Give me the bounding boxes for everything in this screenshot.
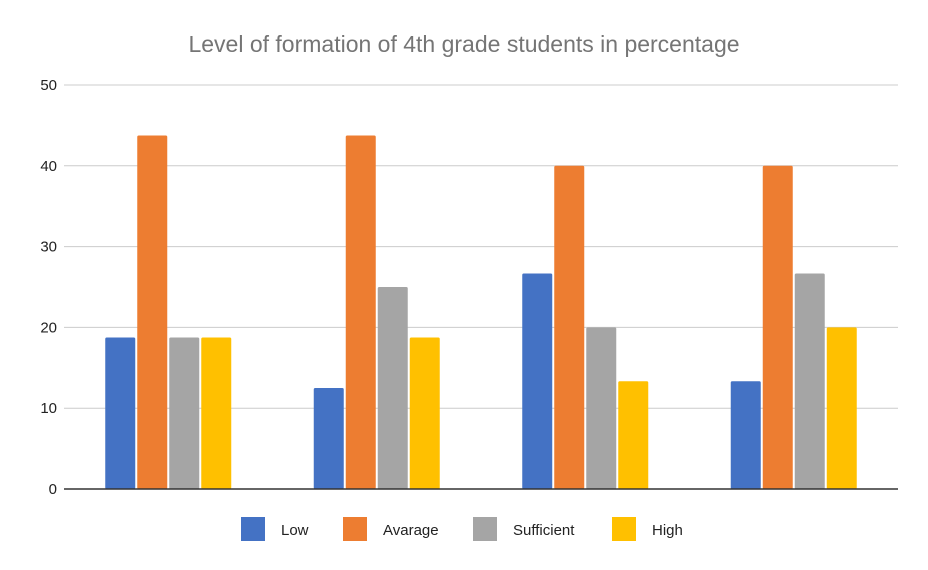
y-tick-label: 30 (40, 239, 57, 256)
bar-low-4 (730, 381, 761, 489)
y-tick-label: 20 (40, 319, 57, 336)
bar-sufficient-4 (794, 273, 825, 489)
y-tick-label: 0 (49, 481, 57, 498)
legend-label-sufficient: Sufficient (513, 522, 575, 539)
legend-swatch-avarage (343, 517, 367, 541)
y-tick-label: 10 (40, 400, 57, 417)
bar-low-1 (105, 337, 136, 489)
y-axis-ticks: 0 10 20 30 40 50 (40, 77, 57, 498)
legend-label-low: Low (281, 522, 309, 539)
y-tick-label: 50 (40, 77, 57, 94)
legend-label-high: High (652, 522, 683, 539)
bar-high-3 (618, 381, 649, 489)
chart-title: Level of formation of 4th grade students… (188, 31, 739, 57)
bar-sufficient-3 (586, 327, 617, 489)
legend-label-avarage: Avarage (383, 522, 439, 539)
bar-high-1 (201, 337, 232, 489)
bar-avarage-4 (762, 165, 793, 490)
bar-low-3 (522, 273, 553, 489)
bar-avarage-1 (137, 135, 168, 489)
bar-avarage-2 (345, 135, 376, 489)
bar-avarage-3 (554, 165, 585, 490)
legend: Low Avarage Sufficient High (241, 517, 683, 541)
bar-low-2 (313, 388, 344, 489)
bar-high-2 (409, 337, 440, 489)
bars (105, 135, 857, 490)
bar-high-4 (826, 327, 857, 489)
legend-swatch-low (241, 517, 265, 541)
y-tick-label: 40 (40, 158, 57, 175)
legend-swatch-sufficient (473, 517, 497, 541)
legend-swatch-high (612, 517, 636, 541)
bar-sufficient-1 (169, 337, 200, 489)
bar-sufficient-2 (377, 287, 408, 489)
